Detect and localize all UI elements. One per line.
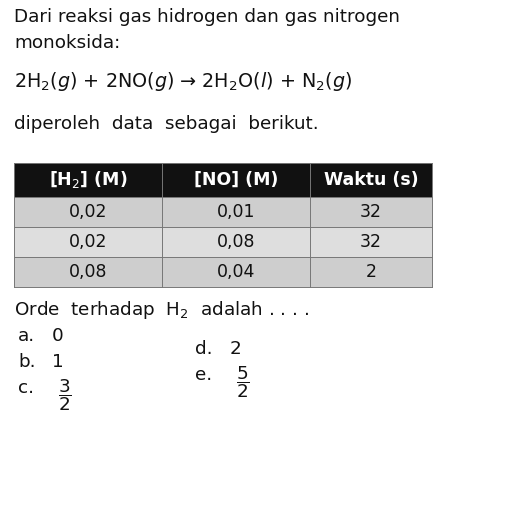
- Text: [NO] (M): [NO] (M): [194, 171, 278, 189]
- Text: 0,01: 0,01: [217, 203, 255, 221]
- Bar: [14, 163, 432, 197]
- Text: Dari reaksi gas hidrogen dan gas nitrogen: Dari reaksi gas hidrogen dan gas nitroge…: [14, 8, 400, 26]
- Text: 2H$_2$($g$) + 2NO($g$) → 2H$_2$O($l$) + N$_2$($g$): 2H$_2$($g$) + 2NO($g$) → 2H$_2$O($l$) + …: [14, 70, 352, 93]
- Text: monoksida:: monoksida:: [14, 34, 120, 52]
- Text: Orde  terhadap  H$_2$  adalah . . . .: Orde terhadap H$_2$ adalah . . . .: [14, 299, 309, 321]
- Text: c.: c.: [18, 379, 34, 397]
- Text: [H$_2$] (M): [H$_2$] (M): [49, 170, 127, 191]
- Text: 0,08: 0,08: [217, 233, 255, 251]
- Text: Waktu (s): Waktu (s): [323, 171, 418, 189]
- Text: b.: b.: [18, 353, 36, 371]
- Text: 0,02: 0,02: [69, 203, 107, 221]
- Text: 2: 2: [230, 340, 242, 358]
- Text: 0,08: 0,08: [69, 263, 107, 281]
- Text: 0,04: 0,04: [217, 263, 255, 281]
- Text: 0: 0: [52, 327, 64, 345]
- Text: diperoleh  data  sebagai  berikut.: diperoleh data sebagai berikut.: [14, 115, 319, 133]
- Text: 32: 32: [360, 203, 382, 221]
- Text: 2: 2: [365, 263, 377, 281]
- Text: $\dfrac{3}{2}$: $\dfrac{3}{2}$: [58, 377, 72, 413]
- Text: 1: 1: [52, 353, 64, 371]
- Text: 32: 32: [360, 233, 382, 251]
- Bar: [14, 197, 432, 227]
- Text: e.: e.: [195, 366, 212, 384]
- Bar: [14, 257, 432, 287]
- Text: 0,02: 0,02: [69, 233, 107, 251]
- Text: a.: a.: [18, 327, 35, 345]
- Text: d.: d.: [195, 340, 212, 358]
- Text: $\dfrac{5}{2}$: $\dfrac{5}{2}$: [236, 364, 250, 400]
- Bar: [14, 227, 432, 257]
